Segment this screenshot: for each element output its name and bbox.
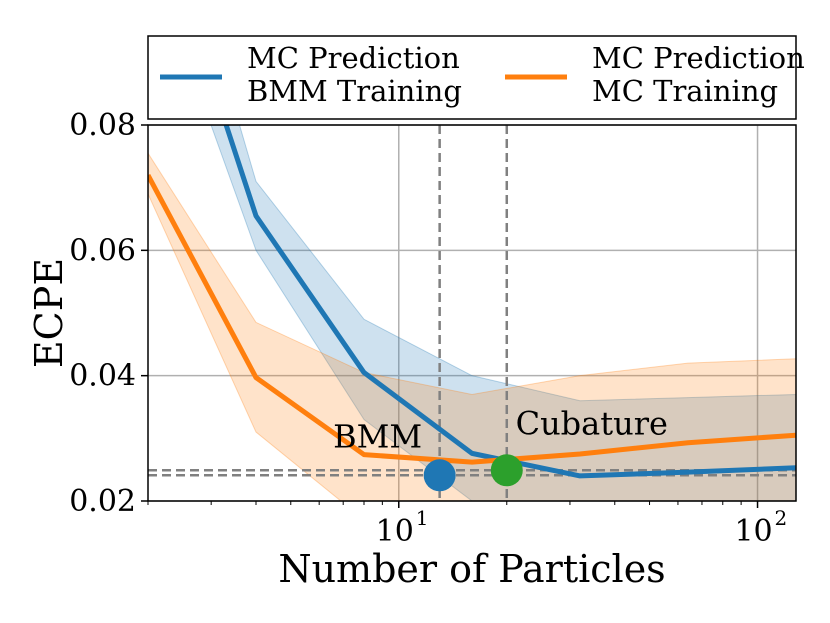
- legend-label-0-line2: BMM Training: [247, 74, 462, 108]
- line-series-1: [148, 173, 796, 465]
- x-tick-label-1: 10: [734, 514, 772, 549]
- y-tick-label-0: 0.02: [69, 484, 136, 519]
- legend-box: [147, 35, 797, 120]
- y-tick-label-1: 0.04: [69, 359, 136, 394]
- markers: BMM Cubature: [333, 404, 668, 492]
- marker-bmm: [423, 459, 456, 492]
- plot-frame: [147, 124, 797, 502]
- y-tick-label-3: 0.08: [69, 108, 136, 143]
- band-series-0: [210, 125, 796, 501]
- x-tick-exponent-1: 2: [775, 506, 788, 530]
- x-axis-label: Number of Particles: [278, 547, 665, 591]
- annotation-bmm: BMM: [333, 417, 422, 455]
- legend-label-0-line1: MC Prediction: [247, 41, 460, 75]
- x-tick-exponent-0: 1: [416, 506, 429, 530]
- y-tick-label-2: 0.06: [69, 233, 136, 268]
- legend-label-1-line1: MC Prediction: [592, 41, 805, 75]
- series-lines: [148, 125, 796, 479]
- x-tick-label-0: 10: [376, 514, 414, 549]
- line-series-0: [223, 125, 796, 479]
- y-axis-label: ECPE: [27, 258, 71, 368]
- marker-cubature: [490, 454, 523, 487]
- legend-label-1-line2: MC Training: [592, 74, 778, 108]
- annotation-cubature: Cubature: [516, 404, 668, 442]
